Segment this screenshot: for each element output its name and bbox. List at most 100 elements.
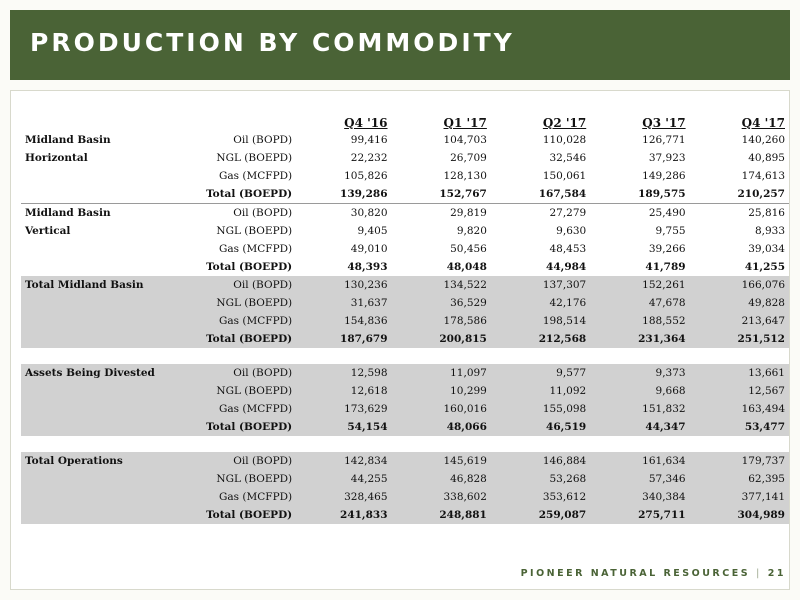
- table-row: Horizontal NGL (BOEPD) 22,232 26,709 32,546 3…: [21, 149, 789, 167]
- section-name: Midland Basin: [25, 207, 111, 219]
- value-cell: 48,453: [549, 243, 587, 255]
- section-name: [21, 330, 174, 348]
- value-cell: 12,567: [689, 382, 789, 400]
- table-row: Total (BOEPD) 139,286 152,767 167,584 189,57…: [21, 185, 789, 204]
- value-cell: 40,895: [748, 152, 785, 164]
- section-name: Assets Being Divested: [21, 364, 174, 382]
- value-cell: 377,141: [689, 488, 789, 506]
- section-name: [21, 506, 174, 524]
- section-name: Vertical: [25, 225, 71, 237]
- section-name: Total Midland Basin: [21, 276, 174, 294]
- value-cell: 353,612: [490, 488, 591, 506]
- table-row: Assets Being Divested Oil (BOPD) 12,598 11,…: [21, 364, 789, 382]
- section-name: [21, 240, 174, 258]
- value-cell: 48,048: [446, 261, 487, 273]
- section-name: [21, 488, 174, 506]
- table-row: Gas (MCFPD) 49,010 50,456 48,453 39,266 39,03…: [21, 240, 789, 258]
- value-cell: 163,494: [689, 400, 789, 418]
- spacer-row: [21, 348, 789, 364]
- value-cell: 10,299: [391, 382, 491, 400]
- value-cell: 13,661: [689, 364, 789, 382]
- section-name: [21, 312, 174, 330]
- metric-label: Gas (MCFPD): [219, 170, 293, 182]
- section-name: [21, 400, 174, 418]
- value-cell: 146,884: [490, 452, 591, 470]
- value-cell: 49,010: [350, 243, 388, 255]
- company-name: PIONEER NATURAL RESOURCES: [520, 568, 751, 579]
- value-cell: 57,346: [590, 470, 690, 488]
- value-cell: 275,711: [590, 506, 690, 524]
- section-name: Horizontal: [25, 152, 88, 164]
- table-header-row: Q4 '16 Q1 '17 Q2 '17 Q3 '17 Q4 '17: [21, 115, 789, 131]
- value-cell: 251,512: [689, 330, 789, 348]
- value-cell: 173,629: [292, 400, 392, 418]
- table-row: Midland Basin Oil (BOPD) 99,416 104,703 110,…: [21, 131, 789, 149]
- value-cell: 139,286: [292, 185, 392, 204]
- value-cell: 166,076: [689, 276, 789, 294]
- value-cell: 47,678: [590, 294, 690, 312]
- value-cell: 26,709: [450, 152, 487, 164]
- value-cell: 12,618: [292, 382, 392, 400]
- table-row: Total Operations Oil (BOPD) 142,834 145,619…: [21, 452, 789, 470]
- value-cell: 27,279: [549, 207, 587, 219]
- value-cell: 46,519: [490, 418, 591, 436]
- table-row: NGL (BOEPD) 31,637 36,529 42,176 47,678 49,82…: [21, 294, 789, 312]
- table-row: NGL (BOEPD) 12,618 10,299 11,092 9,668 12,567: [21, 382, 789, 400]
- value-cell: 187,679: [292, 330, 392, 348]
- metric-label: Total (BOEPD): [206, 261, 293, 273]
- metric-label: Oil (BOPD): [233, 134, 293, 146]
- column-header: Q1 '17: [443, 116, 487, 130]
- value-cell: 48,066: [391, 418, 491, 436]
- value-cell: 167,584: [490, 185, 591, 204]
- value-cell: 62,395: [689, 470, 789, 488]
- value-cell: 39,034: [748, 243, 785, 255]
- value-cell: 110,028: [542, 134, 587, 146]
- table-row: Vertical NGL (BOEPD) 9,405 9,820 9,630 9,755 8…: [21, 222, 789, 240]
- value-cell: 32,546: [549, 152, 587, 164]
- table-row: Total (BOEPD) 241,833 248,881 259,087 275,71…: [21, 506, 789, 524]
- value-cell: 9,668: [590, 382, 690, 400]
- content-panel: Q4 '16 Q1 '17 Q2 '17 Q3 '17 Q4 '17 Midla…: [10, 90, 790, 590]
- value-cell: 154,836: [292, 312, 392, 330]
- value-cell: 44,255: [292, 470, 392, 488]
- footer: PIONEER NATURAL RESOURCES | 21: [521, 568, 786, 579]
- metric-label: Oil (BOPD): [173, 452, 293, 470]
- header-spacer: [21, 115, 174, 131]
- value-cell: 30,820: [350, 207, 388, 219]
- value-cell: 210,257: [689, 185, 789, 204]
- column-header: Q2 '17: [542, 116, 587, 130]
- value-cell: 126,771: [642, 134, 686, 146]
- metric-label: Oil (BOPD): [233, 207, 293, 219]
- table-row: Total Midland Basin Oil (BOPD) 130,236 134,…: [21, 276, 789, 294]
- metric-label: Gas (MCFPD): [173, 400, 293, 418]
- metric-label: NGL (BOEPD): [173, 470, 293, 488]
- table-row: Midland Basin Oil (BOPD) 30,820 29,819 27,27…: [21, 204, 789, 223]
- section-name: [21, 185, 174, 204]
- metric-label: Oil (BOPD): [173, 364, 293, 382]
- value-cell: 212,568: [490, 330, 591, 348]
- table-row: Gas (MCFPD) 328,465 338,602 353,612 340,384 3…: [21, 488, 789, 506]
- value-cell: 41,255: [744, 261, 785, 273]
- title-banner: PRODUCTION BY COMMODITY: [10, 10, 790, 80]
- value-cell: 145,619: [391, 452, 491, 470]
- production-table: Q4 '16 Q1 '17 Q2 '17 Q3 '17 Q4 '17 Midla…: [21, 115, 789, 524]
- metric-label: Total (BOEPD): [173, 418, 293, 436]
- value-cell: 189,575: [590, 185, 690, 204]
- value-cell: 231,364: [590, 330, 690, 348]
- metric-label: NGL (BOEPD): [216, 152, 293, 164]
- section-name: [21, 167, 174, 185]
- value-cell: 44,984: [546, 261, 587, 273]
- value-cell: 99,416: [350, 134, 388, 146]
- value-cell: 48,393: [347, 261, 388, 273]
- section-name: Total Operations: [21, 452, 174, 470]
- value-cell: 25,490: [648, 207, 686, 219]
- footer-separator: |: [756, 568, 762, 579]
- value-cell: 340,384: [590, 488, 690, 506]
- value-cell: 304,989: [689, 506, 789, 524]
- table-row: Gas (MCFPD) 105,826 128,130 150,061 149,286 1…: [21, 167, 789, 185]
- column-header: Q3 '17: [642, 116, 686, 130]
- value-cell: 41,789: [645, 261, 686, 273]
- section-name: [21, 382, 174, 400]
- value-cell: 104,703: [443, 134, 487, 146]
- value-cell: 9,577: [490, 364, 591, 382]
